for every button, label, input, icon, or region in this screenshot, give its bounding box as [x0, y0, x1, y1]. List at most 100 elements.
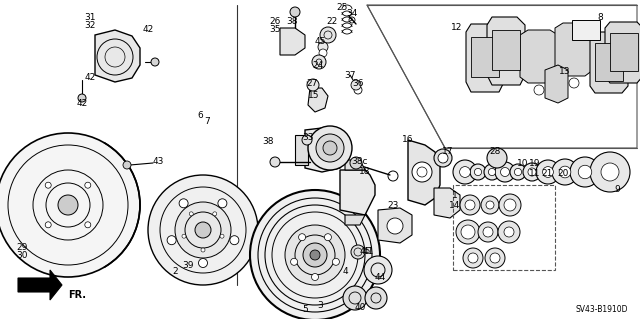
Polygon shape — [345, 215, 365, 225]
Circle shape — [189, 212, 193, 216]
Circle shape — [470, 164, 486, 180]
Circle shape — [319, 49, 327, 57]
Circle shape — [543, 167, 554, 177]
Text: 34: 34 — [346, 10, 358, 19]
Bar — [453, 185, 555, 270]
Circle shape — [504, 199, 516, 211]
Circle shape — [167, 236, 176, 245]
Text: 8: 8 — [597, 13, 603, 23]
Text: 13: 13 — [559, 68, 571, 77]
Circle shape — [483, 227, 493, 237]
Text: 27: 27 — [307, 79, 317, 88]
Text: 21: 21 — [541, 168, 553, 177]
Circle shape — [351, 80, 361, 90]
Polygon shape — [492, 30, 520, 70]
Circle shape — [412, 162, 432, 182]
Bar — [572, 20, 600, 40]
Text: 37: 37 — [344, 70, 356, 79]
Polygon shape — [520, 30, 558, 83]
Text: 25: 25 — [336, 4, 348, 12]
Circle shape — [495, 162, 515, 182]
Polygon shape — [408, 140, 440, 205]
Circle shape — [318, 42, 328, 52]
Circle shape — [84, 182, 91, 188]
Text: 38: 38 — [286, 18, 298, 26]
Polygon shape — [378, 208, 412, 243]
Polygon shape — [340, 170, 375, 215]
Text: 32: 32 — [84, 21, 96, 31]
Circle shape — [307, 79, 319, 91]
Circle shape — [218, 199, 227, 208]
Circle shape — [320, 27, 336, 43]
Circle shape — [463, 248, 483, 268]
Circle shape — [58, 195, 78, 215]
Text: 45: 45 — [314, 38, 326, 47]
Text: 35: 35 — [269, 26, 281, 34]
Circle shape — [460, 167, 470, 177]
Circle shape — [523, 163, 541, 181]
Text: 18: 18 — [359, 167, 371, 176]
Circle shape — [323, 141, 337, 155]
Text: 29: 29 — [16, 243, 28, 253]
Text: 45: 45 — [359, 248, 371, 256]
Circle shape — [487, 148, 507, 168]
Text: 10: 10 — [517, 159, 529, 167]
Circle shape — [365, 287, 387, 309]
Text: 14: 14 — [449, 201, 461, 210]
Polygon shape — [471, 37, 499, 77]
Circle shape — [290, 7, 300, 17]
Text: 40: 40 — [355, 303, 365, 313]
Circle shape — [453, 160, 477, 184]
Circle shape — [570, 157, 600, 187]
Circle shape — [175, 202, 231, 258]
Circle shape — [148, 175, 258, 285]
Text: 17: 17 — [442, 147, 454, 157]
Text: 16: 16 — [403, 136, 413, 145]
Text: 11: 11 — [529, 168, 541, 177]
Circle shape — [569, 78, 579, 88]
Circle shape — [123, 161, 131, 169]
Circle shape — [78, 94, 86, 102]
Polygon shape — [610, 33, 638, 71]
Circle shape — [351, 245, 365, 259]
Circle shape — [481, 196, 499, 214]
Circle shape — [201, 248, 205, 252]
Text: 38: 38 — [262, 137, 274, 146]
Circle shape — [350, 157, 362, 169]
Text: 24: 24 — [312, 61, 324, 70]
Circle shape — [590, 152, 630, 192]
Circle shape — [285, 225, 345, 285]
Text: 22: 22 — [326, 18, 338, 26]
Polygon shape — [305, 128, 345, 172]
Circle shape — [528, 168, 536, 176]
Text: 9: 9 — [614, 186, 620, 195]
Text: 28: 28 — [490, 147, 500, 157]
Circle shape — [308, 126, 352, 170]
Text: 41: 41 — [362, 248, 374, 256]
Circle shape — [0, 133, 140, 277]
Polygon shape — [345, 160, 365, 170]
Polygon shape — [545, 65, 568, 103]
Circle shape — [291, 258, 298, 265]
Text: 2: 2 — [172, 268, 178, 277]
Circle shape — [151, 58, 159, 66]
Text: 5: 5 — [302, 306, 308, 315]
Polygon shape — [308, 88, 328, 112]
Circle shape — [230, 236, 239, 245]
Circle shape — [299, 234, 305, 241]
Circle shape — [504, 227, 514, 237]
Circle shape — [84, 222, 91, 228]
Circle shape — [536, 160, 560, 184]
Circle shape — [302, 135, 312, 145]
Circle shape — [579, 165, 592, 179]
Circle shape — [460, 195, 480, 215]
Polygon shape — [18, 270, 62, 300]
Circle shape — [468, 253, 478, 263]
Text: 3: 3 — [317, 301, 323, 310]
Text: 42: 42 — [84, 73, 95, 83]
Circle shape — [490, 253, 500, 263]
Text: 26: 26 — [269, 18, 281, 26]
Circle shape — [45, 222, 51, 228]
Polygon shape — [555, 23, 593, 76]
Text: SV43-B1910D: SV43-B1910D — [575, 306, 627, 315]
